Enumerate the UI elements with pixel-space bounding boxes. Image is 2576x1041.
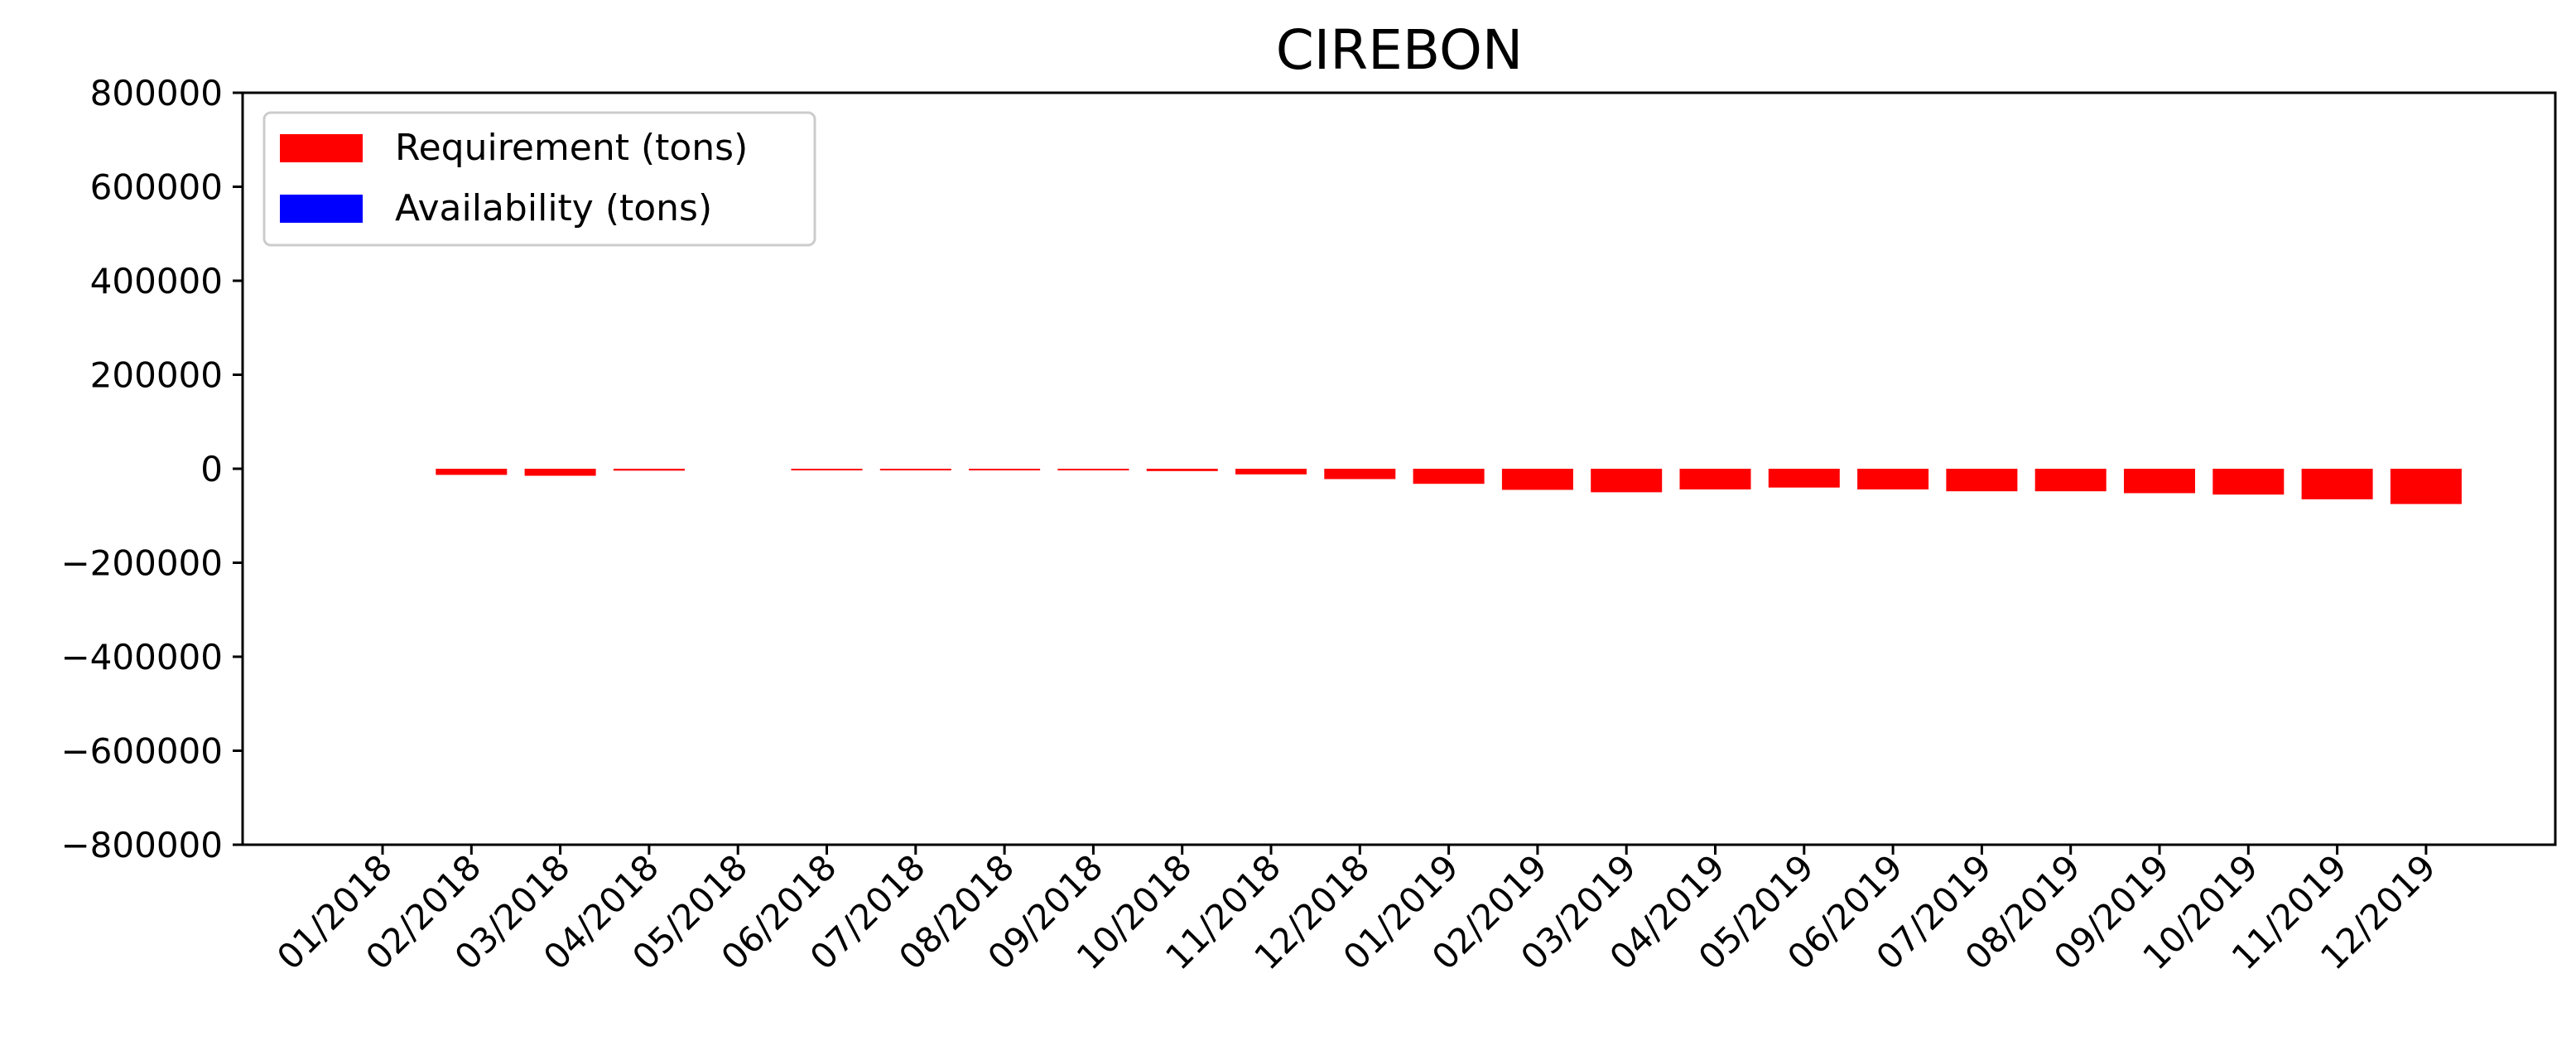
bar-requirement-07-2019 [1946, 469, 2018, 492]
legend-label-availability: Availability (tons) [395, 187, 712, 229]
bar-requirement-01-2019 [1413, 469, 1485, 484]
y-tick-label: −200000 [60, 543, 223, 584]
y-tick-label: −400000 [60, 637, 223, 677]
y-tick-label: 200000 [90, 355, 223, 396]
bar-requirement-08-2018 [969, 469, 1041, 470]
chart-title: CIREBON [1276, 18, 1524, 82]
bar-requirement-10-2018 [1146, 469, 1218, 471]
y-axis: 800000 600000 400000 200000 0 −200000 −400000 −… [60, 73, 243, 865]
bar-requirement-09-2018 [1057, 469, 1129, 470]
legend-swatch-requirement [280, 134, 363, 162]
bar-requirement-02-2019 [1501, 469, 1573, 490]
y-tick-label: 400000 [90, 261, 223, 301]
y-tick-label: 0 [200, 449, 223, 489]
bar-requirement-09-2019 [2124, 469, 2195, 494]
bar-requirement-02-2018 [436, 469, 508, 475]
legend-swatch-availability [280, 195, 363, 223]
bar-requirement-03-2019 [1591, 469, 1663, 493]
bar-requirement-12-2018 [1324, 469, 1396, 480]
bars-layer [436, 469, 2462, 504]
bar-requirement-05-2019 [1768, 469, 1840, 488]
legend-label-requirement: Requirement (tons) [395, 127, 748, 169]
bar-requirement-11-2019 [2301, 469, 2373, 499]
y-tick-label: 800000 [90, 73, 223, 113]
bar-requirement-04-2018 [613, 469, 685, 471]
bar-requirement-03-2018 [524, 469, 596, 476]
bar-requirement-07-2018 [879, 469, 951, 470]
y-tick-label: 600000 [90, 167, 223, 208]
legend-box [262, 111, 816, 247]
bar-requirement-12-2019 [2390, 469, 2462, 504]
bar-requirement-11-2018 [1235, 469, 1307, 475]
bar-requirement-08-2019 [2034, 469, 2107, 492]
y-tick-label: −600000 [60, 731, 223, 772]
y-tick-label: −800000 [60, 825, 223, 865]
bar-requirement-06-2019 [1857, 469, 1929, 489]
bar-requirement-06-2018 [791, 469, 863, 470]
bar-requirement-04-2019 [1679, 469, 1751, 489]
bar-requirement-10-2019 [2212, 469, 2285, 495]
legend: Requirement (tons) Availability (tons) [262, 111, 816, 247]
